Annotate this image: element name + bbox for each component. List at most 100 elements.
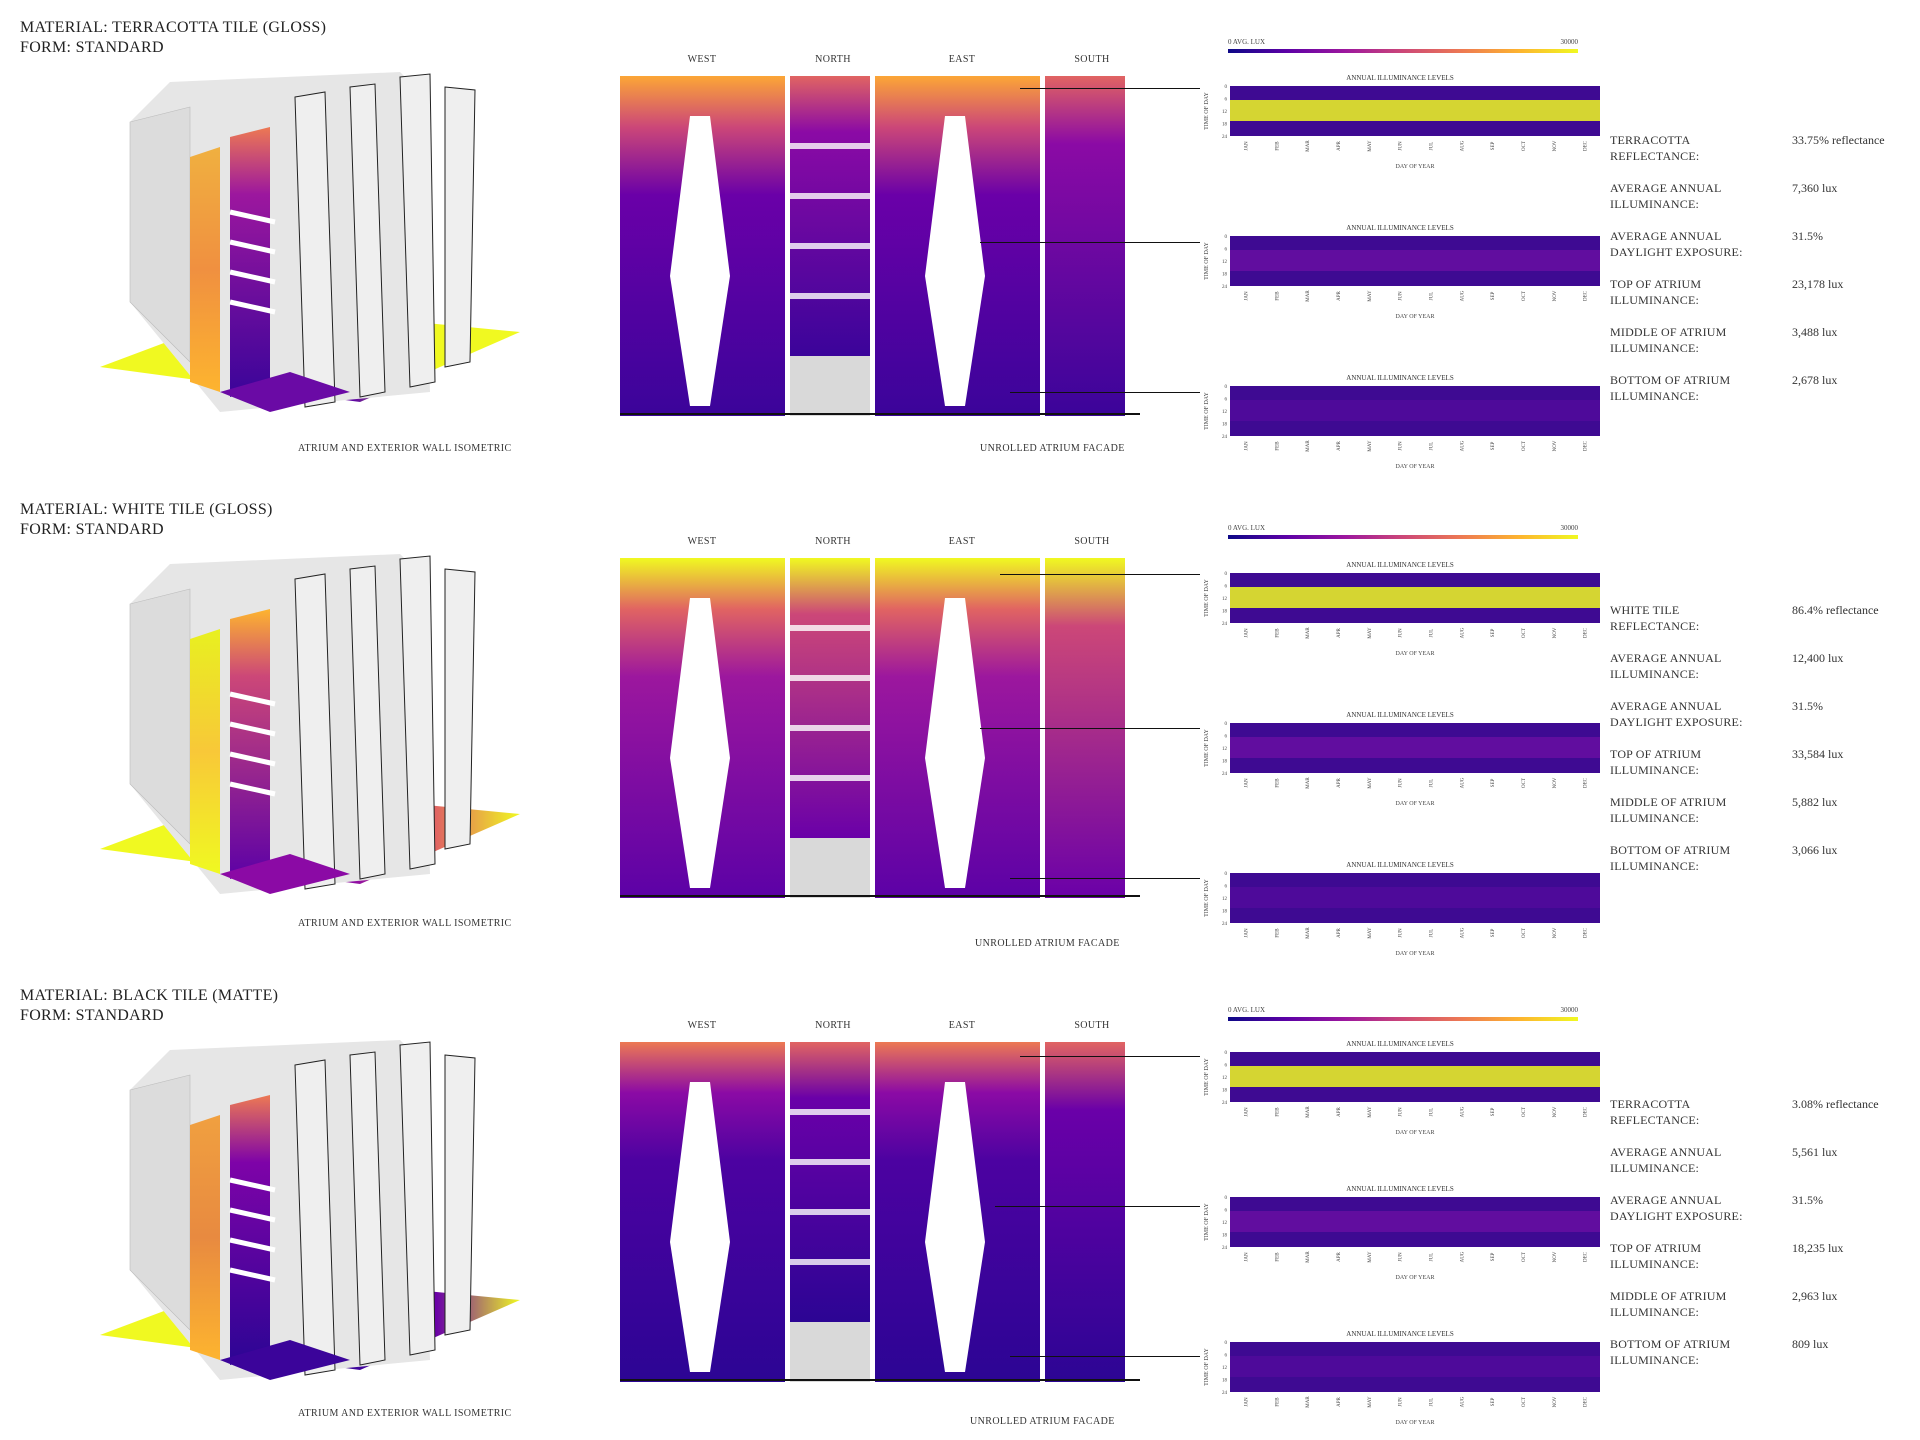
atrium-wall-right xyxy=(230,127,270,397)
heatmap-xtick: JAN xyxy=(1244,291,1249,301)
heatmap-ytick: 18 xyxy=(1222,273,1228,278)
heatmap-xtick: APR xyxy=(1337,927,1342,937)
heatmap-xtick: MAR xyxy=(1306,927,1311,939)
heatmap-xtick: FEB xyxy=(1275,928,1280,938)
stat-label: WHITE TILE REFLECTANCE: xyxy=(1610,603,1700,633)
heatmap-xlabel: DAY OF YEAR xyxy=(1395,1275,1434,1281)
stat-value: 5,561 lux xyxy=(1792,1145,1838,1159)
heatmap-xtick: DEC xyxy=(1584,290,1589,301)
heatmap-xtick: AUG xyxy=(1460,927,1465,938)
facade-directions: WEST NORTH EAST SOUTH xyxy=(620,1020,1140,1034)
heatmap-title: ANNUAL ILLUMINANCE LEVELS xyxy=(1346,711,1454,719)
heatmap-ylabel: TIME OF DAY xyxy=(1204,1202,1210,1240)
heatmap-xlabel: DAY OF YEAR xyxy=(1395,651,1434,657)
heatmap-xtick: DEC xyxy=(1584,627,1589,638)
stat-bottom-illuminance: BOTTOM OF ATRIUM ILLUMINANCE: 3,066 lux xyxy=(1610,842,1910,876)
stat-label: AVERAGE ANNUAL DAYLIGHT EXPOSURE: xyxy=(1610,229,1743,259)
heatmap-title: ANNUAL ILLUMINANCE LEVELS xyxy=(1346,224,1454,232)
form-label: FORM: STANDARD xyxy=(20,521,164,538)
legend-high: 30000 xyxy=(1560,38,1579,46)
heatmap-ylabel: TIME OF DAY xyxy=(1204,878,1210,916)
exterior-wall-fins xyxy=(294,1041,476,1376)
heatmap-xtick: SEP xyxy=(1491,928,1496,937)
legend-gradient xyxy=(1228,1017,1578,1021)
heatmap-xtick: AUG xyxy=(1460,1251,1465,1262)
heatmap-xtick: SEP xyxy=(1491,141,1496,150)
atrium-wall-left xyxy=(190,629,220,874)
heatmap-xtick: AUG xyxy=(1460,440,1465,451)
leader-middle xyxy=(995,1206,1200,1207)
heatmap-ylabel: TIME OF DAY xyxy=(1204,91,1210,129)
stat-value: 33,584 lux xyxy=(1792,747,1844,761)
stat-label: TOP OF ATRIUM ILLUMINANCE: xyxy=(1610,747,1702,777)
heatmap-xtick: NOV xyxy=(1553,777,1558,788)
stat-value: 3.08% reflectance xyxy=(1792,1097,1879,1111)
heatmap-middle: ANNUAL ILLUMINANCE LEVELS TIME OF DAY 0 6 12… xyxy=(1204,1185,1600,1281)
stat-daylight-exposure: AVERAGE ANNUAL DAYLIGHT EXPOSURE: 31.5% xyxy=(1610,228,1910,262)
heatmap-xtick: FEB xyxy=(1275,1397,1280,1407)
heatmap-ytick: 18 xyxy=(1222,1089,1228,1094)
legend-low: 0 AVG. LUX xyxy=(1228,38,1266,46)
heatmap-xtick: JUN xyxy=(1399,778,1404,788)
material-title: MATERIAL: WHITE TILE (GLOSS) FORM: STAND… xyxy=(20,500,273,540)
heatmap-xtick: NOV xyxy=(1553,1396,1558,1407)
heatmap-xtick: AUG xyxy=(1460,140,1465,151)
heatmap-xtick: MAY xyxy=(1368,927,1373,939)
heatmap-xtick: FEB xyxy=(1275,141,1280,151)
stat-top-illuminance: TOP OF ATRIUM ILLUMINANCE: 33,584 lux xyxy=(1610,746,1910,780)
heatmap-xtick: APR xyxy=(1337,290,1342,300)
color-legend: 0 AVG. LUX 30000 xyxy=(1228,38,1578,58)
heatmap-xtick: FEB xyxy=(1275,1252,1280,1262)
heatmap-ytick: 0 xyxy=(1225,235,1228,240)
heatmap-xtick: FEB xyxy=(1275,441,1280,451)
heatmap-title: ANNUAL ILLUMINANCE LEVELS xyxy=(1346,1040,1454,1048)
heatmap-ytick: 6 xyxy=(1225,248,1228,253)
heatmap-xtick: MAY xyxy=(1368,140,1373,152)
stat-label: BOTTOM OF ATRIUM ILLUMINANCE: xyxy=(1610,1337,1731,1367)
heatmap-daylight-band xyxy=(1230,1211,1600,1232)
heatmap-xlabel: DAY OF YEAR xyxy=(1395,951,1434,957)
stat-label: TOP OF ATRIUM ILLUMINANCE: xyxy=(1610,1241,1702,1271)
stat-value: 86.4% reflectance xyxy=(1792,603,1879,617)
stat-value: 5,882 lux xyxy=(1792,795,1838,809)
heatmap-bottom: ANNUAL ILLUMINANCE LEVELS TIME OF DAY 0 6 12… xyxy=(1204,1330,1600,1426)
heatmap-ytick: 12 xyxy=(1222,747,1228,752)
facade-void-cutouts xyxy=(670,116,985,416)
heatmap-daylight-band xyxy=(1230,400,1600,421)
heatmap-xtick: MAY xyxy=(1368,627,1373,639)
stat-reflectance: WHITE TILE REFLECTANCE: 86.4% reflectance xyxy=(1610,602,1910,636)
facade-directions: WEST NORTH EAST SOUTH xyxy=(620,54,1140,68)
heatmap-ytick: 24 xyxy=(1222,1391,1228,1396)
stat-value: 33.75% reflectance xyxy=(1792,133,1885,147)
heatmap-xtick: MAR xyxy=(1306,627,1311,639)
heatmap-title: ANNUAL ILLUMINANCE LEVELS xyxy=(1346,374,1454,382)
heatmap-xtick: JUL xyxy=(1429,442,1434,451)
stat-value: 3,066 lux xyxy=(1792,843,1838,857)
heatmap-xtick: APR xyxy=(1337,627,1342,637)
heatmap-xtick: NOV xyxy=(1553,140,1558,151)
heatmap-xtick: NOV xyxy=(1553,627,1558,638)
exterior-wall-fins xyxy=(294,555,476,890)
stat-label: AVERAGE ANNUAL DAYLIGHT EXPOSURE: xyxy=(1610,699,1743,729)
balcony-slabs xyxy=(229,691,276,797)
heatmap-daylight-band xyxy=(1230,887,1600,908)
heatmap-xtick: SEP xyxy=(1491,778,1496,787)
stat-daylight-exposure: AVERAGE ANNUAL DAYLIGHT EXPOSURE: 31.5% xyxy=(1610,1192,1910,1226)
heatmap-ytick: 0 xyxy=(1225,1341,1228,1346)
heatmap-daylight-band xyxy=(1230,587,1600,608)
heatmap-ytick: 6 xyxy=(1225,1064,1228,1069)
facade-directions: WEST NORTH EAST SOUTH xyxy=(620,536,1140,550)
heatmap-xtick: JAN xyxy=(1244,1397,1249,1407)
direction-north: NORTH xyxy=(815,1020,851,1031)
stat-bottom-illuminance: BOTTOM OF ATRIUM ILLUMINANCE: 809 lux xyxy=(1610,1336,1910,1370)
heatmap-daylight-band xyxy=(1230,100,1600,121)
heatmap-ytick: 18 xyxy=(1222,423,1228,428)
heatmap-xtick: MAY xyxy=(1368,440,1373,452)
exterior-wall-left xyxy=(129,1074,191,1331)
heatmap-ytick: 0 xyxy=(1225,572,1228,577)
heatmap-xtick: DEC xyxy=(1584,777,1589,788)
heatmap-xtick: JAN xyxy=(1244,1252,1249,1262)
color-legend: 0 AVG. LUX 30000 xyxy=(1228,524,1578,544)
heatmap-ytick: 24 xyxy=(1222,622,1228,627)
facade-north xyxy=(790,1042,870,1322)
